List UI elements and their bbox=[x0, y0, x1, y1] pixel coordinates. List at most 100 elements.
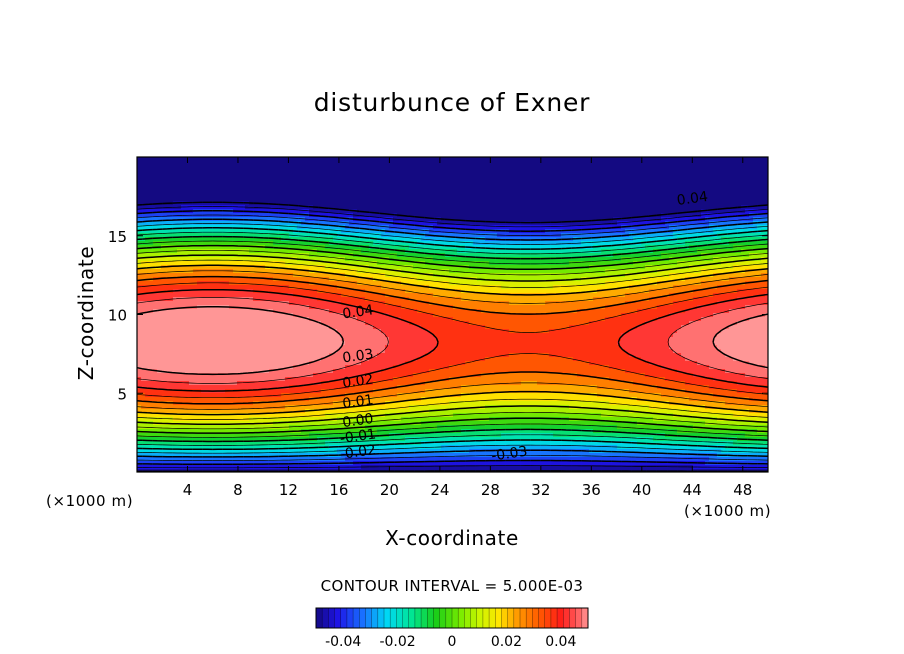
colorbar-cell bbox=[377, 608, 385, 628]
contour-line bbox=[136, 223, 769, 454]
colorbar-cell bbox=[581, 608, 589, 628]
colorbar: -0.04 -0.02 0 0.02 0.04 bbox=[315, 607, 589, 650]
colorbar-cell bbox=[316, 608, 323, 628]
colorbar-cell bbox=[390, 608, 397, 628]
colorbar-cell bbox=[538, 608, 546, 628]
x-tick-label: 4 bbox=[183, 481, 193, 499]
x-tick-label: 48 bbox=[733, 481, 752, 499]
colorbar-cell bbox=[384, 608, 391, 628]
colorbar-cell bbox=[396, 608, 403, 628]
colorbar-frame bbox=[315, 607, 589, 629]
colorbar-cell bbox=[365, 608, 372, 628]
colorbar-cell bbox=[513, 608, 521, 628]
x-unit-label-right: (×1000 m) bbox=[684, 502, 772, 520]
colorbar-cell bbox=[501, 608, 508, 628]
x-tick-label: 12 bbox=[279, 481, 298, 499]
colorbar-cell bbox=[489, 608, 496, 628]
colorbar-cell bbox=[550, 608, 558, 628]
contour-lines bbox=[136, 201, 769, 473]
contour-line bbox=[136, 240, 769, 438]
colorbar-cell bbox=[507, 608, 515, 628]
colorbar-cell bbox=[569, 608, 576, 628]
y-tick-label: 5 bbox=[117, 385, 127, 403]
contour-line bbox=[136, 218, 769, 458]
x-tick-label: 40 bbox=[632, 481, 651, 499]
colorbar-cell bbox=[371, 608, 379, 628]
contour-label: -0.01 bbox=[339, 426, 377, 447]
contour-line bbox=[136, 305, 769, 376]
contour-label: 0.00 bbox=[341, 411, 374, 431]
contour-label: 0.02 bbox=[341, 372, 374, 392]
colorbar-cell bbox=[408, 608, 416, 628]
colorbar-tick-label: -0.04 bbox=[325, 634, 361, 650]
contour-line bbox=[136, 282, 769, 399]
y-tick-label: 15 bbox=[108, 228, 127, 246]
x-axis-label: X-coordinate bbox=[385, 526, 519, 550]
contour-line bbox=[136, 259, 769, 420]
colorbar-tick-label: 0.04 bbox=[545, 634, 576, 650]
colorbar-tick-label: 0 bbox=[448, 634, 457, 650]
x-tick-label: 8 bbox=[233, 481, 243, 499]
contour-labels: 0.04 0.04 0.03 0.020.010.00-0.01-0.02 -0.03 bbox=[339, 189, 709, 465]
colorbar-cell bbox=[340, 608, 348, 628]
contour-label: -0.02 bbox=[339, 442, 377, 463]
colorbar-cell bbox=[452, 608, 459, 628]
colorbar-cell bbox=[353, 608, 360, 628]
colorbar-cell bbox=[427, 608, 434, 628]
colorbar-cell bbox=[495, 608, 502, 628]
colorbar-cell bbox=[563, 608, 570, 628]
colorbar-cell bbox=[414, 608, 422, 628]
contour-line bbox=[136, 231, 769, 446]
colorbar-cell bbox=[359, 608, 366, 628]
contour-interval-text: CONTOUR INTERVAL = 5.000E-03 bbox=[320, 577, 584, 595]
contour-line bbox=[136, 244, 769, 434]
colorbar-tick-label: -0.02 bbox=[379, 634, 415, 650]
contour-line bbox=[136, 264, 769, 416]
colorbar-cell bbox=[328, 608, 335, 628]
colorbar-cell bbox=[421, 608, 428, 628]
colorbar-cell bbox=[476, 608, 484, 628]
contour-label: -0.03 bbox=[490, 444, 528, 465]
x-unit-label-left: (×1000 m) bbox=[46, 492, 134, 510]
colorbar-cell bbox=[458, 608, 465, 628]
x-tick-label: 32 bbox=[531, 481, 550, 499]
colorbar-cell bbox=[334, 608, 342, 628]
colorbar-cell bbox=[346, 608, 354, 628]
contour-label: 0.04 bbox=[341, 302, 374, 322]
colorbar-cell bbox=[557, 608, 564, 628]
contour-label: 0.03 bbox=[341, 346, 374, 366]
contour-line bbox=[136, 270, 769, 410]
colorbar-cell bbox=[445, 608, 453, 628]
colorbar-cell bbox=[544, 608, 552, 628]
contour-line bbox=[136, 249, 769, 430]
colorbar-cell bbox=[482, 608, 490, 628]
contour-line bbox=[136, 206, 769, 469]
contour-line bbox=[136, 201, 769, 473]
colorbar-cell bbox=[470, 608, 478, 628]
x-tick-label: 20 bbox=[380, 481, 399, 499]
contour-line bbox=[136, 214, 769, 461]
contour-line bbox=[136, 288, 769, 392]
contour-label: 0.01 bbox=[341, 392, 374, 412]
x-tick-label: 24 bbox=[430, 481, 449, 499]
contour-line bbox=[136, 235, 769, 443]
colorbar-cell bbox=[464, 608, 471, 628]
contour-label: 0.04 bbox=[676, 189, 709, 209]
contour-line bbox=[136, 227, 769, 451]
contour-line bbox=[136, 254, 769, 426]
x-tick-label: 16 bbox=[329, 481, 348, 499]
x-tick-label: 44 bbox=[683, 481, 702, 499]
contour-line bbox=[136, 275, 769, 405]
contour-line bbox=[136, 297, 769, 384]
y-tick-label: 10 bbox=[108, 307, 127, 325]
colorbar-cell bbox=[575, 608, 583, 628]
colorbar-cell bbox=[433, 608, 440, 628]
colorbar-cell bbox=[322, 608, 329, 628]
colorbar-cell bbox=[402, 608, 410, 628]
x-tick-label: 36 bbox=[582, 481, 601, 499]
chart-title: disturbunce of Exner bbox=[313, 88, 591, 117]
colorbar-cell bbox=[520, 608, 527, 628]
x-tick-label: 28 bbox=[481, 481, 500, 499]
colorbar-cell bbox=[526, 608, 533, 628]
